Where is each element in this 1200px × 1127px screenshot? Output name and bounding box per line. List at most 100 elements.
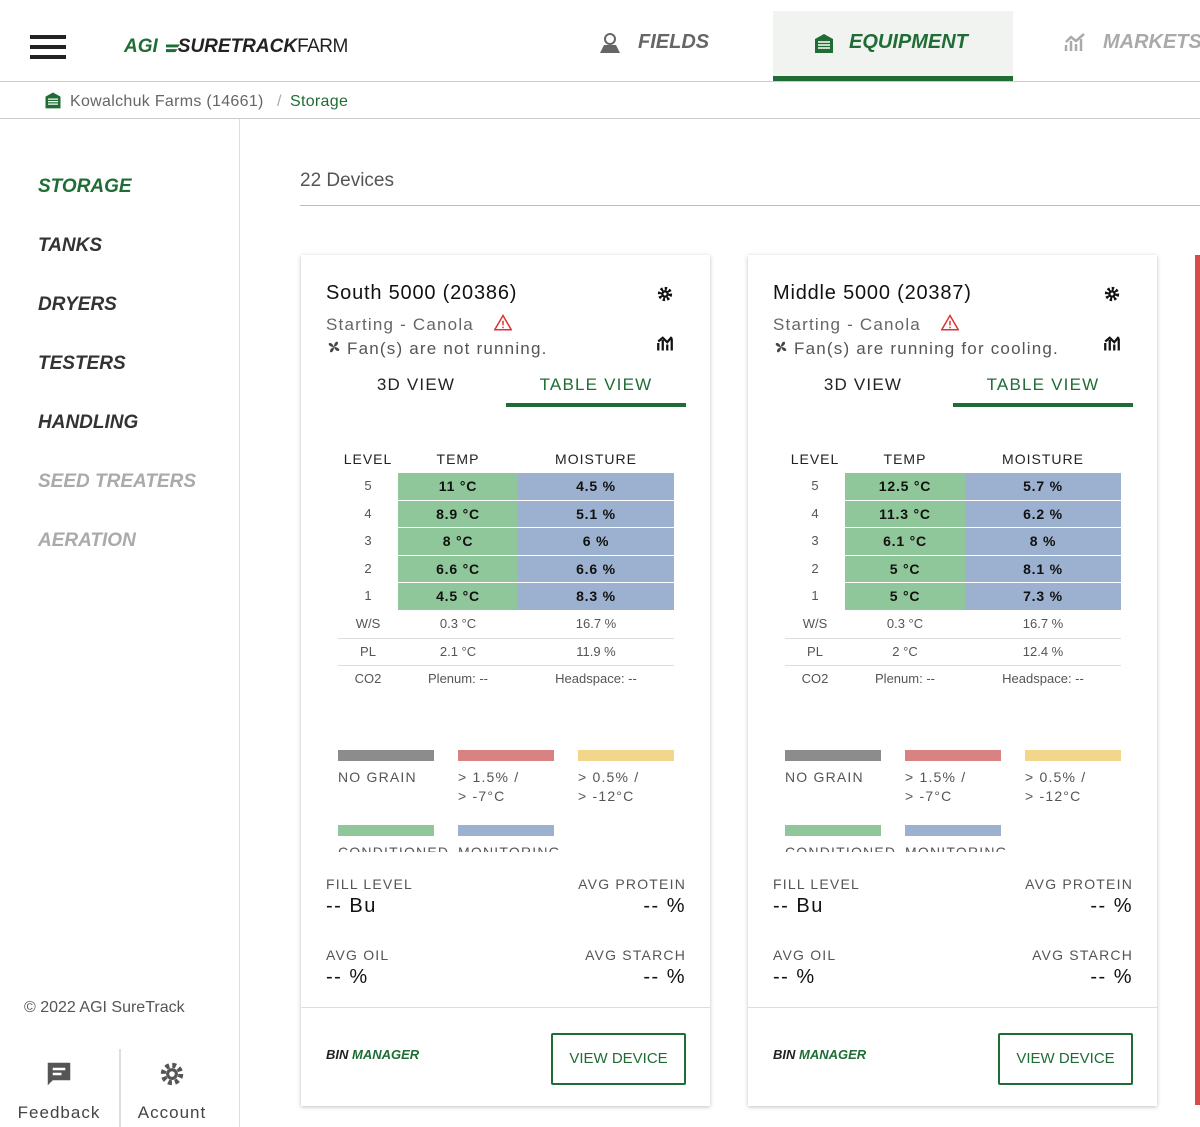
- table-cell: 5.1 %: [518, 500, 674, 528]
- bin-icon-svg: [45, 92, 61, 109]
- table-cell: PL: [360, 643, 376, 659]
- legend: NO GRAIN > 1.5% / > -7°C > 0.5% / > -12°C CON…: [748, 745, 1157, 852]
- table-cell: PL: [807, 643, 823, 659]
- row-divider: [785, 665, 1121, 667]
- sidebar-item[interactable]: HANDLING: [38, 412, 139, 433]
- table-cell: 5: [364, 478, 372, 493]
- chart-icon[interactable]: [1103, 334, 1121, 352]
- logo: AGI SURETRACK FARM: [124, 36, 348, 60]
- view-tab[interactable]: TABLE VIEW: [539, 375, 653, 394]
- table-cell: 5: [811, 478, 819, 493]
- nav-link[interactable]: EQUIPMENT: [849, 31, 968, 53]
- view-tab[interactable]: TABLE VIEW: [986, 375, 1100, 394]
- settings-icon[interactable]: [1103, 285, 1121, 303]
- card-footer-divider: [301, 1007, 710, 1008]
- legend-label: MONITORING: [458, 844, 561, 852]
- stat-label: AVG STARCH: [1032, 947, 1133, 963]
- view-device-button[interactable]: VIEW DEVICE: [998, 1033, 1133, 1085]
- footer-button[interactable]: Account: [137, 1103, 207, 1122]
- row-divider: [338, 554, 674, 556]
- table-cell: Headspace: --: [555, 671, 637, 687]
- card-footer-divider: [748, 1007, 1157, 1008]
- legend-label: > -7°C: [905, 788, 953, 804]
- table-cell: 5.7 %: [965, 473, 1121, 500]
- footer-button[interactable]: Feedback: [17, 1103, 101, 1122]
- nav-icon: [1063, 29, 1087, 57]
- footer-icon: [157, 1059, 187, 1089]
- table-cell: 5 °C: [845, 583, 965, 610]
- legend-label: > -12°C: [578, 788, 635, 804]
- table-cell: 8.1 %: [965, 555, 1121, 583]
- table-cell: 2: [364, 560, 372, 576]
- chart-icon-svg: [1104, 336, 1120, 351]
- table-cell: 8.3 %: [518, 583, 674, 610]
- footer-brand-part: MANAGER: [352, 1047, 420, 1062]
- footer-brand-part: BIN: [773, 1047, 799, 1062]
- table-cell: 4: [364, 505, 372, 521]
- row-divider: [785, 554, 1121, 556]
- menu-button[interactable]: [30, 35, 66, 61]
- warning-icon-svg: [940, 314, 960, 331]
- chart-icon-svg: [657, 336, 673, 351]
- sidebar-item[interactable]: TESTERS: [38, 353, 126, 374]
- main-divider: [300, 205, 1200, 206]
- settings-icon[interactable]: [656, 285, 674, 303]
- legend-label: NO GRAIN: [785, 769, 864, 785]
- chart-icon[interactable]: [656, 334, 674, 352]
- nav-link[interactable]: FIELDS: [638, 31, 710, 53]
- sidebar-item[interactable]: AERATION: [38, 530, 136, 551]
- card-title[interactable]: Middle 5000 (20387): [773, 282, 972, 304]
- sidebar: STORAGE TANKS DRYERS TESTERS HANDLING SEED TR…: [0, 119, 240, 1127]
- sidebar-item[interactable]: SEED TREATERS: [38, 471, 197, 492]
- logo-part: SURETRACK: [177, 36, 298, 57]
- table-cell: 16.7 %: [575, 616, 617, 631]
- logo-mark: [164, 39, 182, 53]
- sidebar-item[interactable]: TANKS: [38, 235, 103, 256]
- table-cell: 0.3 °C: [439, 616, 477, 631]
- view-tab[interactable]: 3D VIEW: [376, 375, 456, 394]
- table-cell: Plenum: --: [875, 671, 935, 687]
- logo-part: AGI: [124, 36, 158, 57]
- table-cell: W/S: [355, 616, 381, 631]
- legend-swatch: [905, 750, 1001, 761]
- row-divider: [338, 610, 674, 611]
- legend-swatch: [338, 825, 434, 836]
- status: Starting - Canola: [326, 315, 474, 334]
- settings-icon-svg: [657, 286, 673, 302]
- sidebar-item[interactable]: DRYERS: [38, 294, 117, 315]
- table-cell: 4.5 °C: [398, 583, 518, 610]
- nav-link[interactable]: MARKETS: [1103, 31, 1200, 53]
- menu-bar: [30, 45, 66, 49]
- breadcrumb-link[interactable]: Kowalchuk Farms (14661): [70, 93, 264, 110]
- logo-part: FARM: [297, 36, 348, 57]
- table-cell: 1: [364, 588, 372, 604]
- warning-icon: [493, 314, 513, 332]
- nav-icon-svg: [1064, 33, 1085, 51]
- nav-icon-svg: [815, 34, 833, 53]
- table-cell: W/S: [802, 616, 828, 631]
- stat-label: AVG PROTEIN: [1025, 876, 1133, 892]
- legend-swatch: [1025, 750, 1121, 761]
- next-card-edge: [1195, 255, 1200, 1105]
- sidebar-item[interactable]: STORAGE: [38, 176, 132, 197]
- table-cell: 12.5 °C: [845, 473, 965, 500]
- stat-value: -- %: [643, 895, 686, 917]
- status: Starting - Canola: [773, 315, 921, 334]
- device-card: Middle 5000 (20387) Starting - Canola Fan(…: [748, 255, 1157, 1106]
- menu-bar: [30, 55, 66, 59]
- logo-mark-svg: [166, 44, 180, 53]
- row-divider: [338, 527, 674, 529]
- stat-value: -- %: [1090, 966, 1133, 988]
- table-cell: 6.6 %: [518, 555, 674, 583]
- table-header: TEMP: [883, 451, 927, 467]
- fan-icon: [773, 339, 789, 355]
- fan-icon: [326, 339, 342, 355]
- view-tab[interactable]: 3D VIEW: [823, 375, 903, 394]
- card-title[interactable]: South 5000 (20386): [326, 282, 518, 304]
- stat-label: AVG STARCH: [585, 947, 686, 963]
- stat-label: AVG OIL: [773, 947, 837, 963]
- row-divider: [785, 637, 1121, 639]
- sidebar-divider: [119, 1049, 121, 1127]
- view-device-button[interactable]: VIEW DEVICE: [551, 1033, 686, 1085]
